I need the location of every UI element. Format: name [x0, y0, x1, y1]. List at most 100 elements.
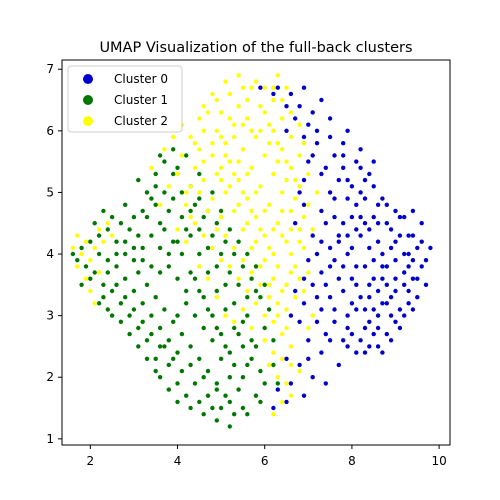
point-cluster-0	[327, 190, 333, 195]
point-cluster-1	[197, 356, 202, 361]
point-cluster-1	[223, 282, 228, 287]
point-cluster-2	[284, 381, 289, 386]
point-cluster-1	[157, 375, 163, 380]
point-cluster-0	[367, 227, 372, 232]
x-tick-label: 8	[348, 454, 356, 468]
point-cluster-0	[332, 153, 337, 158]
point-cluster-0	[275, 387, 280, 392]
point-cluster-2	[192, 141, 198, 146]
point-cluster-2	[293, 196, 298, 201]
point-cluster-0	[345, 233, 350, 238]
point-cluster-0	[423, 258, 429, 263]
point-cluster-0	[314, 141, 320, 146]
point-cluster-1	[240, 405, 246, 411]
point-cluster-2	[232, 319, 237, 324]
point-cluster-1	[140, 258, 145, 263]
point-cluster-0	[371, 159, 376, 164]
point-cluster-1	[240, 344, 246, 349]
point-cluster-1	[175, 239, 180, 244]
point-cluster-0	[323, 282, 328, 287]
point-cluster-0	[358, 165, 363, 170]
point-cluster-2	[271, 171, 276, 177]
point-cluster-1	[197, 227, 202, 232]
point-cluster-0	[410, 208, 416, 214]
point-cluster-0	[341, 153, 346, 158]
point-cluster-2	[271, 412, 276, 417]
point-cluster-1	[175, 381, 180, 386]
legend-label-cluster-1: Cluster 1	[114, 93, 168, 107]
point-cluster-0	[358, 190, 363, 195]
point-cluster-2	[258, 184, 263, 189]
point-cluster-0	[327, 116, 333, 121]
point-cluster-1	[218, 405, 224, 411]
point-cluster-0	[310, 110, 315, 115]
point-cluster-0	[336, 239, 341, 244]
point-cluster-0	[349, 214, 355, 220]
point-cluster-1	[96, 301, 102, 306]
point-cluster-1	[171, 239, 176, 244]
point-cluster-1	[127, 313, 132, 318]
point-cluster-1	[157, 344, 163, 349]
point-cluster-2	[266, 295, 272, 300]
point-cluster-0	[371, 331, 376, 337]
point-cluster-0	[362, 221, 368, 226]
point-cluster-2	[253, 214, 259, 220]
point-cluster-0	[349, 245, 355, 251]
point-cluster-2	[293, 295, 298, 300]
point-cluster-0	[393, 208, 398, 214]
point-cluster-0	[362, 307, 368, 312]
point-cluster-2	[258, 104, 263, 109]
point-cluster-2	[253, 239, 259, 244]
point-cluster-1	[188, 362, 193, 368]
point-cluster-1	[205, 393, 211, 398]
point-cluster-2	[83, 276, 89, 281]
point-cluster-2	[236, 202, 241, 207]
point-cluster-0	[314, 251, 320, 257]
point-cluster-2	[218, 165, 224, 170]
point-cluster-2	[210, 141, 215, 146]
point-cluster-2	[223, 141, 228, 146]
point-cluster-2	[293, 264, 298, 269]
point-cluster-1	[140, 208, 145, 214]
point-cluster-2	[245, 116, 250, 121]
point-cluster-1	[236, 387, 241, 392]
y-tick-label: 5	[46, 185, 54, 199]
point-cluster-2	[253, 190, 259, 195]
point-cluster-1	[262, 381, 267, 386]
point-cluster-2	[88, 288, 93, 294]
point-cluster-0	[349, 301, 355, 306]
point-cluster-1	[214, 381, 219, 386]
point-cluster-0	[384, 264, 389, 269]
point-cluster-1	[179, 368, 185, 374]
point-cluster-0	[327, 245, 333, 251]
point-cluster-1	[214, 288, 219, 294]
point-cluster-2	[306, 171, 311, 177]
point-cluster-1	[188, 208, 193, 214]
point-cluster-1	[144, 190, 150, 195]
point-cluster-2	[188, 184, 193, 189]
point-cluster-0	[288, 91, 294, 97]
point-cluster-2	[218, 134, 224, 140]
point-cluster-2	[310, 313, 315, 318]
point-cluster-0	[271, 91, 276, 97]
point-cluster-0	[332, 319, 337, 324]
point-cluster-1	[240, 375, 246, 380]
point-cluster-0	[297, 362, 302, 368]
point-cluster-2	[262, 233, 267, 238]
point-cluster-1	[184, 288, 189, 294]
point-cluster-1	[149, 313, 154, 318]
point-cluster-1	[253, 288, 259, 294]
point-cluster-1	[223, 307, 228, 312]
point-cluster-1	[101, 295, 106, 300]
point-cluster-2	[232, 245, 237, 251]
point-cluster-0	[380, 251, 385, 257]
point-cluster-2	[240, 85, 246, 90]
point-cluster-2	[214, 97, 219, 103]
point-cluster-0	[319, 171, 324, 177]
point-cluster-2	[280, 147, 285, 152]
point-cluster-0	[393, 258, 398, 263]
point-cluster-1	[118, 319, 124, 324]
point-cluster-1	[210, 313, 215, 318]
point-cluster-2	[201, 177, 206, 183]
point-cluster-1	[157, 153, 163, 158]
